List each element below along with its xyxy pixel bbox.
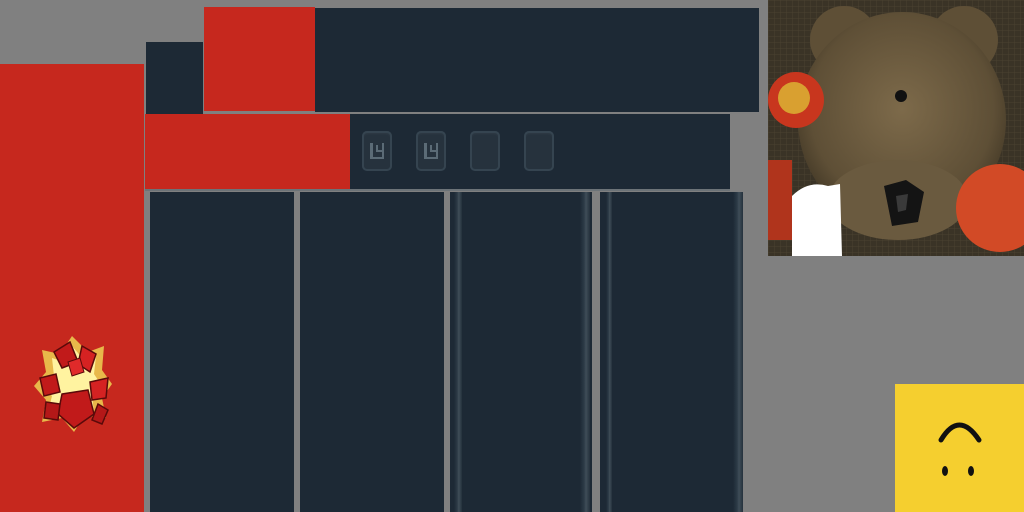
slot-button-2[interactable] [416, 131, 446, 171]
fire-icon [34, 336, 112, 432]
column-edge [733, 192, 743, 512]
column-edge [580, 192, 590, 512]
top-navy-panel [315, 8, 759, 112]
slot-button-4[interactable] [524, 131, 554, 171]
column-panel-2 [300, 192, 444, 512]
slot-button-3[interactable] [470, 131, 500, 171]
bear-face-texture [768, 0, 1024, 256]
button-bar [350, 114, 730, 189]
column-edge [454, 192, 462, 512]
glyph-icon [424, 143, 438, 159]
left-red-strip [0, 64, 144, 512]
column-edge [606, 192, 612, 512]
divider [145, 189, 730, 191]
glyph-icon [370, 143, 384, 159]
slot-button-1[interactable] [362, 131, 392, 171]
small-navy-block [146, 42, 203, 118]
smiley-face-icon [938, 422, 982, 476]
smiley-face-tile [895, 384, 1024, 512]
middle-red-block [145, 114, 350, 189]
column-panel-3 [450, 192, 592, 512]
column-panel-4 [600, 192, 743, 512]
column-panel-1 [150, 192, 294, 512]
top-red-block [204, 7, 315, 111]
